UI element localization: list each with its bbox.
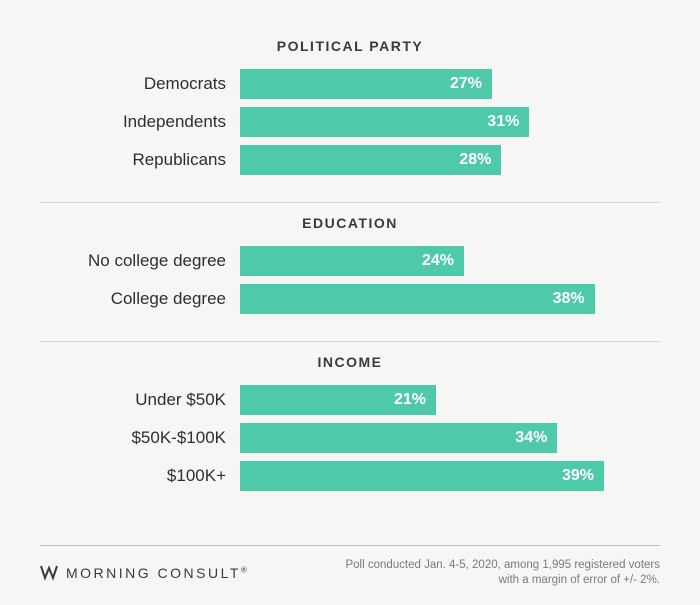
bar: 24% xyxy=(240,246,464,276)
row-label: Democrats xyxy=(40,74,240,94)
bar-value: 38% xyxy=(553,290,585,308)
footer-row: MORNING CONSULT® Poll conducted Jan. 4-5… xyxy=(40,558,660,589)
bar-track: 27% xyxy=(240,69,660,99)
bar-track: 34% xyxy=(240,423,660,453)
section-income: INCOME Under $50K 21% $50K-$100K 34% $10… xyxy=(40,344,660,516)
row-label: College degree xyxy=(40,289,240,309)
bar-track: 38% xyxy=(240,284,660,314)
bar-row: Under $50K 21% xyxy=(40,384,660,416)
bar-row: No college degree 24% xyxy=(40,245,660,277)
brand-logo-icon xyxy=(40,565,58,581)
bar-track: 21% xyxy=(240,385,660,415)
footer-divider xyxy=(40,545,660,546)
bar: 21% xyxy=(240,385,436,415)
bar: 31% xyxy=(240,107,529,137)
bar: 27% xyxy=(240,69,492,99)
bar-value: 34% xyxy=(515,429,547,447)
bar-value: 39% xyxy=(562,467,594,485)
row-label: $50K-$100K xyxy=(40,428,240,448)
row-label: No college degree xyxy=(40,251,240,271)
bar-row: $100K+ 39% xyxy=(40,460,660,492)
row-label: Republicans xyxy=(40,150,240,170)
bar-track: 28% xyxy=(240,145,660,175)
row-label: Independents xyxy=(40,112,240,132)
bar-row: $50K-$100K 34% xyxy=(40,422,660,454)
bar-track: 24% xyxy=(240,246,660,276)
row-label: Under $50K xyxy=(40,390,240,410)
section-education: EDUCATION No college degree 24% College … xyxy=(40,205,660,339)
bar-track: 31% xyxy=(240,107,660,137)
bar-value: 28% xyxy=(459,151,491,169)
section-title: INCOME xyxy=(40,354,660,370)
brand: MORNING CONSULT® xyxy=(40,565,249,581)
section-divider xyxy=(40,341,660,342)
section-title: POLITICAL PARTY xyxy=(40,38,660,54)
row-label: $100K+ xyxy=(40,466,240,486)
section-political-party: POLITICAL PARTY Democrats 27% Independen… xyxy=(40,28,660,200)
chart-card: POLITICAL PARTY Democrats 27% Independen… xyxy=(0,0,700,605)
section-title: EDUCATION xyxy=(40,215,660,231)
bar: 28% xyxy=(240,145,501,175)
bar-value: 27% xyxy=(450,75,482,93)
bar-value: 31% xyxy=(487,113,519,131)
bar-row: College degree 38% xyxy=(40,283,660,315)
bar-row: Independents 31% xyxy=(40,106,660,138)
section-divider xyxy=(40,202,660,203)
bar-value: 21% xyxy=(394,391,426,409)
bar-row: Republicans 28% xyxy=(40,144,660,176)
bar: 34% xyxy=(240,423,557,453)
footer: MORNING CONSULT® Poll conducted Jan. 4-5… xyxy=(40,545,660,589)
bar-track: 39% xyxy=(240,461,660,491)
bar: 39% xyxy=(240,461,604,491)
bar-value: 24% xyxy=(422,252,454,270)
footnote: Poll conducted Jan. 4-5, 2020, among 1,9… xyxy=(340,558,660,589)
brand-name: MORNING CONSULT® xyxy=(66,565,249,581)
bar-row: Democrats 27% xyxy=(40,68,660,100)
bar: 38% xyxy=(240,284,595,314)
